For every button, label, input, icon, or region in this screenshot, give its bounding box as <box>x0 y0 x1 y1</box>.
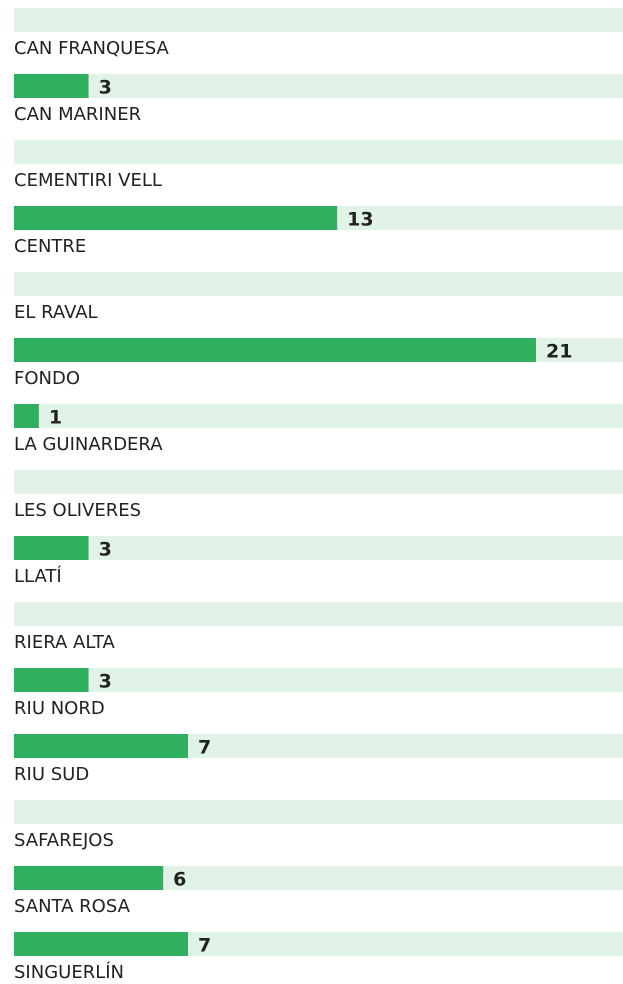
bar <box>14 536 89 560</box>
bar <box>14 338 536 362</box>
bar-track <box>14 8 623 32</box>
value-label: 7 <box>198 737 211 759</box>
category-label: RIU NORD <box>14 698 105 719</box>
bar-track <box>14 536 623 560</box>
category-label: RIERA ALTA <box>14 632 115 653</box>
bar-track <box>14 74 623 98</box>
bar-track <box>14 602 623 626</box>
category-label: RIU SUD <box>14 764 89 785</box>
value-label: 6 <box>173 869 186 891</box>
category-label: SANTA ROSA <box>14 896 131 917</box>
bar <box>14 206 338 230</box>
category-label: CAN FRANQUESA <box>14 38 169 59</box>
category-label: CAN MARINER <box>14 104 141 125</box>
category-label: LA GUINARDERA <box>14 434 163 455</box>
bar-track <box>14 668 623 692</box>
category-label: LLATÍ <box>14 565 62 587</box>
category-label: SINGUERLÍN <box>14 961 124 983</box>
bar-track <box>14 140 623 164</box>
category-label: LES OLIVERES <box>14 500 141 521</box>
bar <box>14 74 89 98</box>
value-label: 3 <box>99 77 112 99</box>
value-label: 3 <box>99 671 112 693</box>
value-label: 13 <box>347 209 373 231</box>
category-label: CEMENTIRI VELL <box>14 170 162 191</box>
category-label: CENTRE <box>14 236 86 257</box>
bar <box>14 734 188 758</box>
bar-track <box>14 272 623 296</box>
bar <box>14 866 164 890</box>
value-label: 3 <box>99 539 112 561</box>
bar <box>14 932 188 956</box>
bar <box>14 668 89 692</box>
bar-track <box>14 404 623 428</box>
category-label: FONDO <box>14 368 80 389</box>
value-label: 1 <box>49 407 62 429</box>
bar <box>14 404 39 428</box>
value-label: 7 <box>198 935 211 957</box>
bar-track <box>14 470 623 494</box>
bar-track <box>14 800 623 824</box>
category-label: EL RAVAL <box>14 302 98 323</box>
category-label: SAFAREJOS <box>14 830 114 851</box>
value-label: 21 <box>546 341 572 363</box>
